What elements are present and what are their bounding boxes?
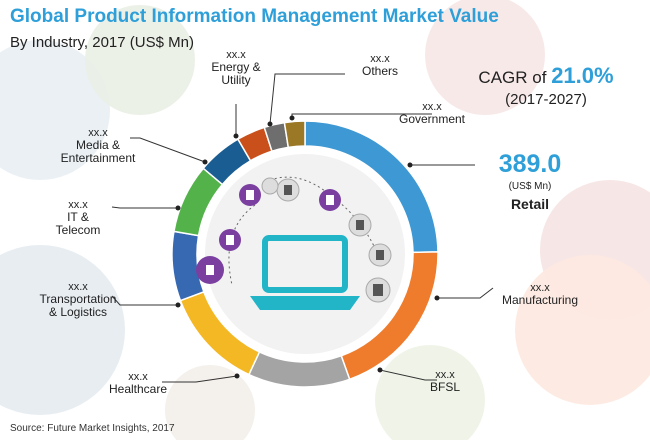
category-label-energy-utility: Energy & [211,60,260,74]
category-label-government: Government [399,112,466,126]
category-label-healthcare: Healthcare [109,382,167,396]
slice-government [283,120,306,149]
bg-circle [515,255,650,405]
category-label-others: Others [362,64,398,78]
value-label-others: xx.x [370,53,390,65]
value-label-transportation-logistics: xx.x [68,281,88,293]
document-glyph-icon [376,250,384,260]
leader-line-healthcare [162,375,238,383]
floating-document-icon [261,177,279,195]
leader-dot-retail [407,162,413,168]
document-glyph-icon [284,185,292,195]
value-label-media-entertainment: xx.x [88,127,108,139]
bg-circle [85,5,195,115]
value-label-bfsl: xx.x [435,369,455,381]
value-label-energy-utility: xx.x [226,49,246,61]
chart-subtitle: By Industry, 2017 (US$ Mn) [10,34,194,51]
highlight-category: Retail [510,196,550,212]
leader-dot-energy-utility [233,133,239,139]
document-glyph-icon [206,265,214,275]
cagr-value: 21.0% [551,63,614,88]
category-label-transportation-logistics: Transportation [40,292,117,306]
document-glyph-icon [373,284,383,296]
bg-circle [0,40,110,180]
category-label-it-telecom: IT & [67,210,89,224]
cagr-prefix: CAGR of [478,68,547,87]
laptop-screen-icon [262,235,348,293]
document-glyph-icon [246,190,254,200]
laptop-base-icon [250,296,360,310]
highlight-callout: 389.0 (US$ Mn) Retail [475,150,585,212]
bg-circle [425,0,545,115]
source-note: Source: Future Market Insights, 2017 [10,423,175,434]
leader-dot-it-telecom [175,205,181,211]
leader-dot-healthcare [234,373,240,379]
leader-line-bfsl [379,369,437,381]
bg-circle [165,365,255,440]
center-illustration [196,176,392,310]
leader-dot-transportation-logistics [175,302,181,308]
leader-line-manufacturing [437,287,494,299]
leader-line-others [269,73,345,125]
leader-line-it-telecom [111,206,178,209]
leader-dot-others [267,121,273,127]
highlight-value: 389.0 [498,150,562,178]
category-label-manufacturing: Manufacturing [502,293,578,307]
chart-title: Global Product Information Management Ma… [10,6,499,27]
category-label-transportation-logistics: & Logistics [49,305,107,319]
leader-dot-government [289,115,295,121]
category-label-it-telecom: Telecom [56,223,101,237]
value-label-it-telecom: xx.x [68,199,88,211]
value-label-healthcare: xx.x [128,371,148,383]
document-glyph-icon [356,220,364,230]
bg-circle [0,245,125,415]
cagr-callout: CAGR of 21.0% (2017-2027) [455,63,637,108]
leader-line-media-entertainment [130,137,206,163]
leader-dot-manufacturing [434,295,440,301]
value-label-manufacturing: xx.x [530,282,550,294]
category-label-media-entertainment: Media & [76,138,120,152]
value-label-government: xx.x [422,101,442,113]
category-label-bfsl: BFSL [430,380,460,394]
leader-dot-media-entertainment [202,159,208,165]
leader-line-transportation-logistics [111,295,178,306]
highlight-unit: (US$ Mn) [508,181,552,192]
cagr-period: (2017-2027) [505,91,587,108]
category-label-media-entertainment: Entertainment [61,151,136,165]
document-glyph-icon [326,195,334,205]
bg-circle [375,345,485,440]
document-glyph-icon [226,235,234,245]
leader-dot-bfsl [377,367,383,373]
category-label-energy-utility: Utility [221,73,250,87]
